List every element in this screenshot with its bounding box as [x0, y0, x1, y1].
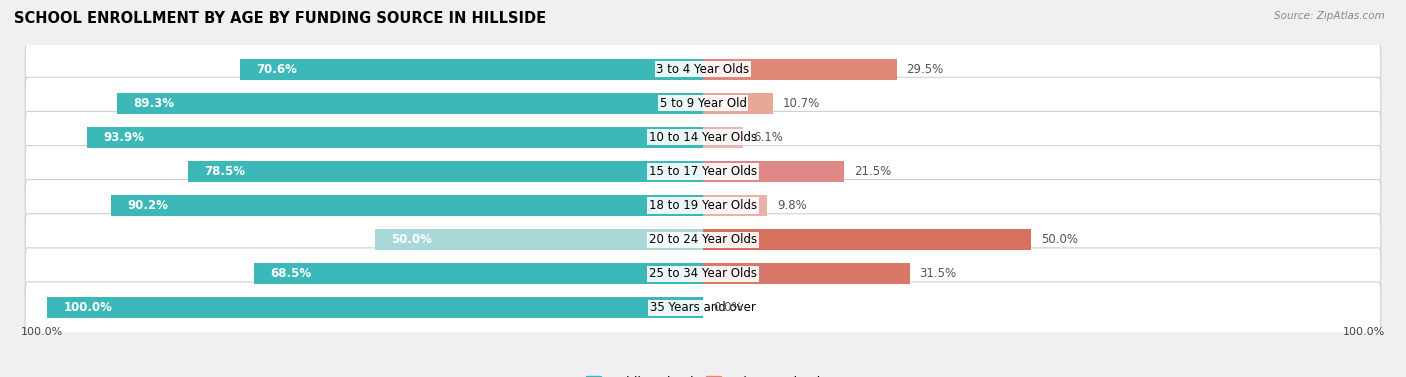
Bar — [703, 263, 910, 284]
Text: 20 to 24 Year Olds: 20 to 24 Year Olds — [650, 233, 756, 246]
FancyBboxPatch shape — [25, 214, 1381, 265]
FancyBboxPatch shape — [25, 43, 1381, 95]
Legend: Public School, Private School: Public School, Private School — [586, 375, 820, 377]
Bar — [240, 58, 703, 80]
Bar — [703, 93, 773, 114]
FancyBboxPatch shape — [25, 179, 1381, 231]
Text: 89.3%: 89.3% — [134, 97, 174, 110]
Text: Source: ZipAtlas.com: Source: ZipAtlas.com — [1274, 11, 1385, 21]
Bar — [46, 297, 703, 319]
FancyBboxPatch shape — [25, 112, 1381, 163]
Bar — [703, 58, 897, 80]
Text: 100.0%: 100.0% — [1343, 328, 1385, 337]
Text: 93.9%: 93.9% — [103, 131, 145, 144]
FancyBboxPatch shape — [25, 146, 1381, 198]
Bar — [117, 93, 703, 114]
Bar — [87, 127, 703, 148]
Text: SCHOOL ENROLLMENT BY AGE BY FUNDING SOURCE IN HILLSIDE: SCHOOL ENROLLMENT BY AGE BY FUNDING SOUR… — [14, 11, 546, 26]
Text: 70.6%: 70.6% — [256, 63, 297, 76]
Bar — [703, 161, 844, 182]
Text: 29.5%: 29.5% — [907, 63, 943, 76]
Bar — [703, 229, 1031, 250]
Text: 100.0%: 100.0% — [63, 301, 112, 314]
Text: 0.0%: 0.0% — [713, 301, 742, 314]
Text: 10 to 14 Year Olds: 10 to 14 Year Olds — [650, 131, 756, 144]
Bar — [375, 229, 703, 250]
FancyBboxPatch shape — [25, 77, 1381, 129]
FancyBboxPatch shape — [25, 282, 1381, 334]
Text: 78.5%: 78.5% — [204, 165, 245, 178]
Text: 50.0%: 50.0% — [391, 233, 432, 246]
Text: 10.7%: 10.7% — [783, 97, 820, 110]
Text: 5 to 9 Year Old: 5 to 9 Year Old — [659, 97, 747, 110]
Text: 90.2%: 90.2% — [128, 199, 169, 212]
Bar — [703, 195, 768, 216]
Bar — [188, 161, 703, 182]
Text: 35 Years and over: 35 Years and over — [650, 301, 756, 314]
Text: 9.8%: 9.8% — [778, 199, 807, 212]
Text: 3 to 4 Year Olds: 3 to 4 Year Olds — [657, 63, 749, 76]
Bar — [253, 263, 703, 284]
Text: 21.5%: 21.5% — [853, 165, 891, 178]
FancyBboxPatch shape — [25, 248, 1381, 300]
Text: 100.0%: 100.0% — [21, 328, 63, 337]
Bar — [111, 195, 703, 216]
Text: 31.5%: 31.5% — [920, 267, 956, 280]
Text: 50.0%: 50.0% — [1040, 233, 1078, 246]
Text: 18 to 19 Year Olds: 18 to 19 Year Olds — [650, 199, 756, 212]
Text: 25 to 34 Year Olds: 25 to 34 Year Olds — [650, 267, 756, 280]
Text: 6.1%: 6.1% — [752, 131, 783, 144]
Text: 68.5%: 68.5% — [270, 267, 311, 280]
Bar — [703, 127, 742, 148]
Text: 15 to 17 Year Olds: 15 to 17 Year Olds — [650, 165, 756, 178]
